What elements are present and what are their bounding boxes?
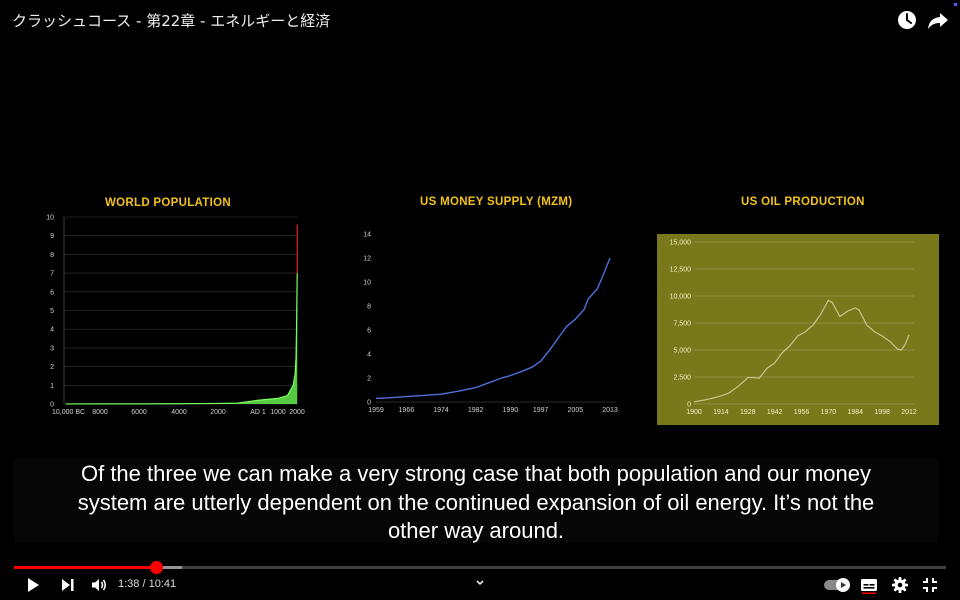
settings-icon (892, 577, 908, 593)
next-icon (62, 579, 74, 591)
x-tick-label: 1982 (468, 407, 484, 414)
x-tick-label: 1998 (874, 409, 890, 416)
y-tick-label: 15,000 (670, 240, 692, 247)
x-tick-label: AD 1 (250, 409, 266, 416)
y-tick-label: 5 (50, 308, 54, 315)
current-time: 1:38 (118, 578, 140, 590)
y-tick-label: 12,500 (670, 267, 692, 274)
captions-button[interactable] (860, 576, 878, 594)
oil-production-chart: 0 2,500 5,000 7,500 10,000 12,500 15,000 1900 19… (657, 234, 939, 425)
x-tick-label: 1900 (686, 409, 702, 416)
x-tick-label: 1990 (503, 407, 519, 414)
y-tick-label: 6 (367, 328, 371, 335)
caption-line: system are utterly dependent on the cont… (77, 489, 875, 515)
population-chart-title: WORLD POPULATION (105, 197, 231, 209)
progress-played (14, 566, 157, 569)
x-tick-label: 1000 (270, 409, 286, 416)
y-tick-label: 2 (367, 376, 371, 383)
x-tick-label: 2000 (289, 409, 305, 416)
y-tick-label: 3 (50, 345, 54, 352)
corner-indicator (954, 3, 957, 6)
x-tick-label: 2005 (568, 407, 584, 414)
x-tick-label: 8000 (92, 409, 108, 416)
y-tick-label: 0 (50, 402, 54, 409)
x-tick-label: 1959 (368, 407, 384, 414)
population-area (66, 273, 298, 404)
caption-line: other way around. (387, 518, 565, 543)
chevron-down-icon (476, 580, 484, 586)
x-tick-label: 1970 (821, 409, 837, 416)
y-tick-label: 6 (50, 289, 54, 296)
share-button[interactable] (927, 9, 949, 31)
y-tick-label: 10 (46, 215, 54, 222)
autoplay-toggle[interactable] (824, 578, 852, 592)
x-tick-label: 2013 (602, 407, 618, 414)
share-icon (928, 13, 948, 29)
scrubber-handle[interactable] (150, 561, 164, 574)
progress-bar[interactable] (14, 566, 946, 569)
settings-button[interactable] (891, 576, 909, 594)
y-tick-label: 7 (50, 271, 54, 278)
volume-button[interactable] (90, 576, 108, 594)
watch-later-button[interactable] (896, 9, 918, 31)
chevron-down-button[interactable] (474, 576, 486, 588)
x-tick-label: 6000 (131, 409, 147, 416)
y-tick-label: 7,500 (673, 321, 691, 328)
video-frame-slide: WORLD POPULATION 0 1 2 3 4 5 6 7 8 9 10 10,000 BC 80… (0, 180, 960, 435)
money-supply-chart-title: US MONEY SUPPLY (MZM) (420, 196, 573, 208)
caption-line: Of the three we can make a very strong c… (80, 461, 872, 486)
watch-later-icon (898, 11, 916, 29)
play-button[interactable] (24, 576, 42, 594)
y-tick-label: 8 (50, 252, 54, 259)
y-tick-label: 12 (363, 256, 371, 263)
x-tick-label: 1928 (740, 409, 756, 416)
autoplay-toggle-icon (824, 578, 850, 592)
y-tick-label: 8 (367, 304, 371, 311)
exit-fullscreen-button[interactable] (921, 576, 939, 594)
y-tick-label: 14 (363, 232, 371, 239)
oil-production-chart-title: US OIL PRODUCTION (741, 196, 865, 208)
y-tick-label: 4 (367, 352, 371, 359)
x-tick-label: 1914 (713, 409, 729, 416)
y-tick-label: 5,000 (673, 348, 691, 355)
y-tick-label: 9 (50, 233, 54, 240)
duration: 10:41 (148, 578, 177, 590)
money-supply-chart: 0 2 4 6 8 10 12 14 1959 1966 1974 1982 1990 1997 2005 2… (363, 232, 618, 415)
x-tick-label: 1974 (433, 407, 449, 414)
x-tick-label: 2012 (901, 409, 917, 416)
population-line (65, 273, 298, 405)
oil-production-line (693, 299, 910, 403)
captions-icon (861, 579, 877, 594)
x-tick-label: 1966 (399, 407, 415, 414)
y-tick-label: 2,500 (673, 375, 691, 382)
y-tick-label: 2 (50, 364, 54, 371)
volume-icon (92, 579, 107, 591)
time-display: 1:38 / 10:41 (118, 578, 176, 590)
y-tick-label: 10 (363, 280, 371, 287)
money-supply-line (375, 257, 611, 400)
title-bar: クラッシュコース - 第22章 - エネルギーと経済 (0, 0, 960, 44)
next-button[interactable] (60, 577, 76, 593)
exit-fullscreen-icon (923, 578, 937, 592)
oil-chart-background (657, 234, 939, 425)
x-tick-label: 1984 (847, 409, 863, 416)
world-population-chart: 0 1 2 3 4 5 6 7 8 9 10 10,000 BC 8000 6000 4000 2000 AD … (46, 215, 305, 417)
y-tick-label: 1 (50, 383, 54, 390)
x-tick-label: 1956 (794, 409, 810, 416)
x-tick-label: 1997 (533, 407, 549, 414)
y-tick-label: 10,000 (670, 294, 692, 301)
captions-window: Of the three we can make a very strong c… (14, 458, 938, 543)
y-tick-label: 4 (50, 327, 54, 334)
play-icon (28, 578, 39, 592)
x-tick-label: 2000 (210, 409, 226, 416)
video-title[interactable]: クラッシュコース - 第22章 - エネルギーと経済 (12, 12, 331, 30)
time-separator: / (139, 578, 149, 590)
x-tick-label: 4000 (171, 409, 187, 416)
y-tick-label: 0 (367, 400, 371, 407)
x-tick-label: 1942 (767, 409, 783, 416)
x-tick-label: 10,000 BC (52, 409, 85, 416)
y-tick-label: 0 (687, 402, 691, 409)
